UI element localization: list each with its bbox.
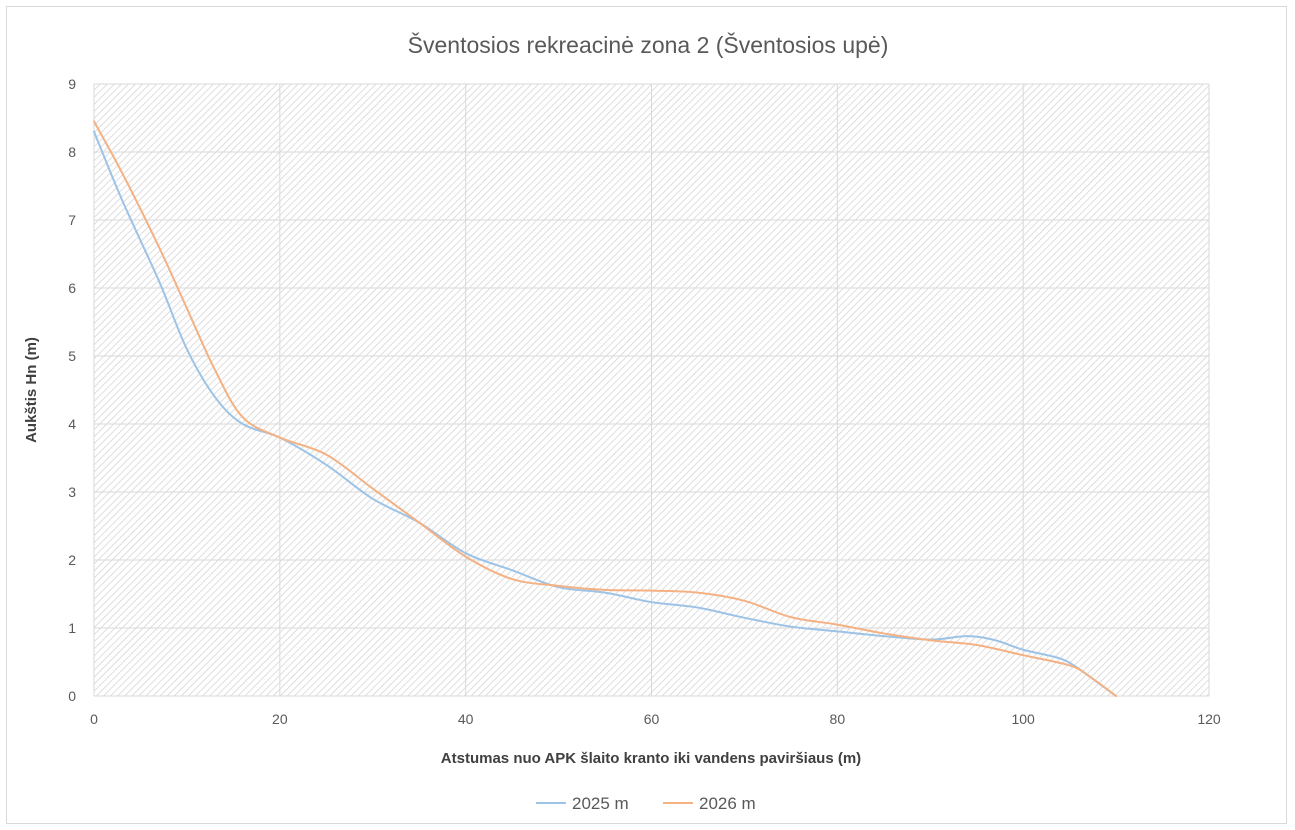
y-tick-label: 1 xyxy=(68,620,76,636)
x-tick-label: 100 xyxy=(1011,711,1035,727)
y-tick-label: 8 xyxy=(68,144,76,160)
legend-label-2026: 2026 m xyxy=(699,794,756,813)
x-tick-label: 20 xyxy=(272,711,288,727)
chart-frame: Šventosios rekreacinė zona 2 (Šventosios… xyxy=(6,6,1287,824)
series-lines xyxy=(93,120,1118,697)
y-tick-label: 4 xyxy=(68,416,76,432)
x-tick-label: 40 xyxy=(458,711,474,727)
y-axis-ticks: 0 1 2 3 4 5 6 7 8 9 xyxy=(68,76,76,704)
x-axis-ticks: 0 20 40 60 80 100 120 xyxy=(90,711,1221,727)
x-tick-label: 80 xyxy=(830,711,846,727)
y-tick-label: 3 xyxy=(68,484,76,500)
y-tick-label: 5 xyxy=(68,348,76,364)
y-axis-title: Aukštis Hn (m) xyxy=(23,337,40,443)
y-tick-label: 6 xyxy=(68,280,76,296)
legend-label-2025: 2025 m xyxy=(572,794,629,813)
y-tick-label: 0 xyxy=(68,688,76,704)
y-tick-label: 7 xyxy=(68,212,76,228)
series-line-2026-m xyxy=(93,120,1118,697)
x-axis-title: Atstumas nuo APK šlaito kranto iki vande… xyxy=(441,750,861,767)
chart-svg: Šventosios rekreacinė zona 2 (Šventosios… xyxy=(23,31,1221,813)
y-tick-label: 2 xyxy=(68,552,76,568)
x-tick-label: 120 xyxy=(1197,711,1221,727)
x-tick-label: 60 xyxy=(644,711,660,727)
chart-title: Šventosios rekreacinė zona 2 (Šventosios… xyxy=(408,31,889,58)
y-tick-label: 9 xyxy=(68,76,76,92)
x-tick-label: 0 xyxy=(90,711,98,727)
grid-lines xyxy=(93,83,1210,697)
series-line-2025-m xyxy=(93,130,1118,697)
legend: 2025 m 2026 m xyxy=(536,794,756,813)
